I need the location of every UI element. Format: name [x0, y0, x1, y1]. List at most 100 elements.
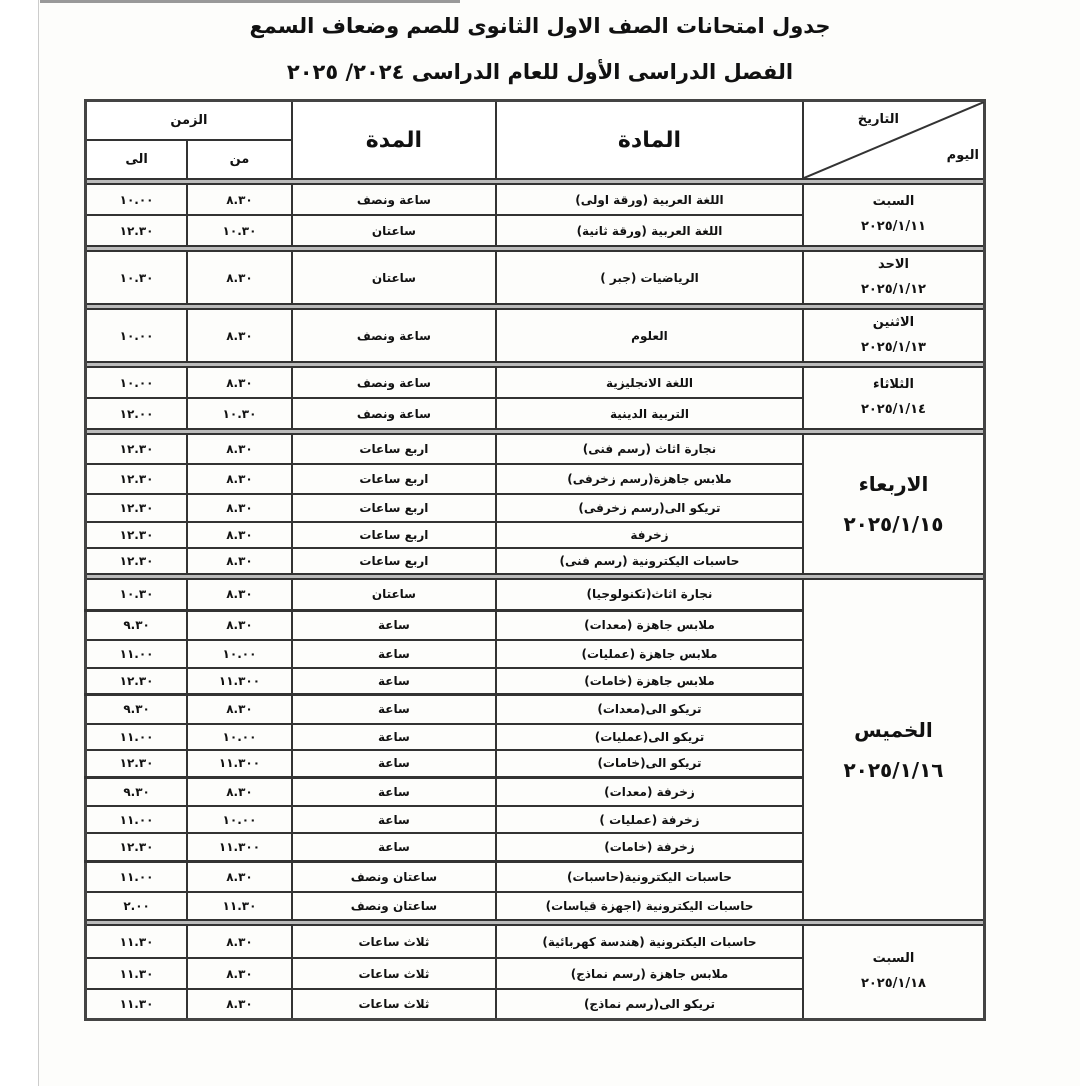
separator-cell — [85, 428, 985, 435]
separator-cell — [85, 919, 985, 926]
to-time-cell: ٢.٠٠ — [84, 891, 189, 921]
to-time-cell: ١٢.٣٠ — [84, 433, 189, 465]
to-time-cell: ١٢.٣٠ — [84, 832, 189, 862]
from-time-cell: ٨.٣٠ — [186, 308, 293, 363]
to-time-cell: ١٢.٣٠ — [84, 493, 189, 523]
scan-line — [40, 0, 460, 3]
from-time-cell: ٨.٣٠ — [186, 578, 293, 611]
duration-cell: ثلاث ساعات — [290, 957, 498, 990]
from-time-cell: ٨.٣٠ — [186, 183, 293, 216]
to-time-cell: ١١.٠٠ — [84, 860, 189, 893]
to-time-cell: ١٠.٠٠ — [84, 308, 189, 363]
subject-cell: حاسبات اليكترونية (هندسة كهربائية) — [495, 924, 804, 959]
to-time-cell: ١٢.٣٠ — [84, 749, 189, 778]
to-time-cell: ١٢.٣٠ — [84, 463, 189, 495]
exam-date: ٢٠٢٥/١/١٨ — [860, 975, 926, 991]
day-name: الاثنين — [872, 314, 915, 330]
duration-cell: اربع ساعات — [290, 521, 498, 549]
table-row: الاربعاء ٢٠٢٥/١/١٥ نجارة اثاث (رسم فنى) ارب… — [84, 433, 986, 575]
from-time-cell: ١١.٣٠٠ — [186, 749, 293, 778]
subject-cell: تريكو الى(رسم نماذج) — [495, 988, 804, 1020]
from-time-cell: ٨.٣٠ — [186, 493, 293, 523]
table-row: حاسبات اليكترونية(حاسبات) ساعتان ونصف ٨.٣٠… — [84, 860, 985, 893]
to-time-cell: ١٢.٠٠ — [84, 397, 189, 430]
subject-cell: تريكو الى(رسم زخرفى) — [495, 493, 804, 523]
duration-cell: ساعة ونصف — [290, 183, 498, 216]
table-row: السبت ٢٠٢٥/١/١٨ حاسبات اليكترونية (هندسة ك… — [84, 924, 986, 1020]
subject-cell: الرياضيات (جبر ) — [495, 250, 804, 305]
table-row: الخميس ٢٠٢٥/١/١٦ نجارة اثاث(تكنولوجيا) ساعت… — [84, 578, 986, 921]
from-time-cell: ٨.٣٠ — [186, 860, 293, 893]
table-row: تريكو الى(رسم زخرفى) اربع ساعات ٨.٣٠ ١٢.٣٠ — [84, 493, 985, 523]
day-date-cell: الثلاثاء ٢٠٢٥/١/١٤ — [801, 366, 986, 430]
duration-cell: ثلاث ساعات — [290, 988, 498, 1020]
duration-cell: ساعتان — [290, 578, 498, 611]
group-separator — [85, 361, 985, 368]
header-from: من — [186, 139, 293, 180]
header-duration: المدة — [290, 99, 498, 180]
to-time-cell: ١١.٠٠ — [84, 805, 189, 834]
group-separator — [85, 919, 985, 926]
separator-cell — [85, 361, 985, 368]
from-time-cell: ٨.٣٠ — [186, 366, 293, 399]
from-time-cell: ١١.٣٠٠ — [186, 832, 293, 862]
header-day: اليوم — [946, 148, 979, 163]
subject-cell: العلوم — [495, 308, 804, 363]
exam-date: ٢٠٢٥/١/١١ — [860, 219, 926, 234]
day-date-cell: السبت ٢٠٢٥/١/١٨ — [801, 924, 986, 1020]
table-row: تريكو الى(عمليات) ساعة ١٠.٠٠ ١١.٠٠ — [84, 723, 985, 751]
from-time-cell: ١١.٣٠ — [186, 891, 293, 921]
subject-cell: زخرفة (عمليات ) — [495, 805, 804, 834]
table-row: السبت ٢٠٢٥/١/١١ اللغة العربية (ورقة اولى) س… — [84, 183, 986, 247]
from-time-cell: ١١.٣٠٠ — [186, 667, 293, 695]
header-to: الى — [84, 139, 189, 180]
subject-cell: اللغة الانجليزية — [495, 366, 804, 399]
duration-cell: ساعة — [290, 723, 498, 751]
subject-cell: تريكو الى(عمليات) — [495, 723, 804, 751]
from-time-cell: ٨.٣٠ — [186, 776, 293, 807]
table-row: ملابس جاهزة (خامات) ساعة ١١.٣٠٠ ١٢.٣٠ — [84, 667, 985, 695]
table-row: الاحد ٢٠٢٥/١/١٢ الرياضيات (جبر ) ساعتان ٨.٣٠… — [84, 250, 986, 305]
from-time-cell: ١٠.٠٠ — [186, 639, 293, 669]
duration-cell: ساعة — [290, 832, 498, 862]
day-date-cell: الخميس ٢٠٢٥/١/١٦ — [801, 578, 986, 921]
table-row: حاسبات اليكترونية (اجهزة قياسات) ساعتان و… — [84, 891, 985, 921]
subject-cell: نجارة اثاث(تكنولوجيا) — [495, 578, 804, 611]
exam-schedule-table: التاريخ اليوم المادة المدة الزمن من الى … — [84, 99, 986, 1021]
to-time-cell: ٩.٣٠ — [84, 693, 189, 725]
from-time-cell: ٨.٣٠ — [186, 463, 293, 495]
table-row: ملابس جاهزة (رسم نماذج) ثلاث ساعات ٨.٣٠ ١١.… — [84, 957, 985, 990]
subject-cell: اللغة العربية (ورقة ثانية) — [495, 214, 804, 247]
subject-cell: حاسبات اليكترونية(حاسبات) — [495, 860, 804, 893]
separator-cell — [85, 573, 985, 580]
subject-cell: ملابس جاهزة (خامات) — [495, 667, 804, 695]
exam-date: ٢٠٢٥/١/١٥ — [843, 512, 944, 536]
to-time-cell: ٩.٣٠ — [84, 776, 189, 807]
to-time-cell: ١١.٣٠ — [84, 988, 189, 1020]
duration-cell: ساعة — [290, 609, 498, 641]
from-time-cell: ٨.٣٠ — [186, 609, 293, 641]
to-time-cell: ١٢.٣٠ — [84, 547, 189, 575]
table-row: ملابس جاهزة (عمليات) ساعة ١٠.٠٠ ١١.٠٠ — [84, 639, 985, 669]
to-time-cell: ١١.٠٠ — [84, 639, 189, 669]
from-time-cell: ٨.٣٠ — [186, 924, 293, 959]
duration-cell: ساعتان ونصف — [290, 891, 498, 921]
day-name: السبت — [872, 194, 915, 210]
duration-cell: اربع ساعات — [290, 463, 498, 495]
duration-cell: ساعتان ونصف — [290, 860, 498, 893]
subject-cell: زخرفة (خامات) — [495, 832, 804, 862]
table-row: زخرفة (عمليات ) ساعة ١٠.٠٠ ١١.٠٠ — [84, 805, 985, 834]
day-name: السبت — [872, 951, 915, 967]
day-date-cell: السبت ٢٠٢٥/١/١١ — [801, 183, 986, 247]
from-time-cell: ٨.٣٠ — [186, 521, 293, 549]
table-row: الثلاثاء ٢٠٢٥/١/١٤ اللغة الانجليزية ساعة ون… — [84, 366, 986, 430]
group-separator — [85, 245, 985, 252]
duration-cell: ساعة — [290, 667, 498, 695]
table-row: زخرفة (خامات) ساعة ١١.٣٠٠ ١٢.٣٠ — [84, 832, 985, 862]
duration-cell: اربع ساعات — [290, 493, 498, 523]
from-time-cell: ٨.٣٠ — [186, 957, 293, 990]
document-title: جدول امتحانات الصف الاول الثانوى للصم وض… — [249, 14, 831, 38]
group-separator — [85, 573, 985, 580]
day-name: الاحد — [877, 256, 909, 272]
group-separator — [85, 303, 985, 310]
